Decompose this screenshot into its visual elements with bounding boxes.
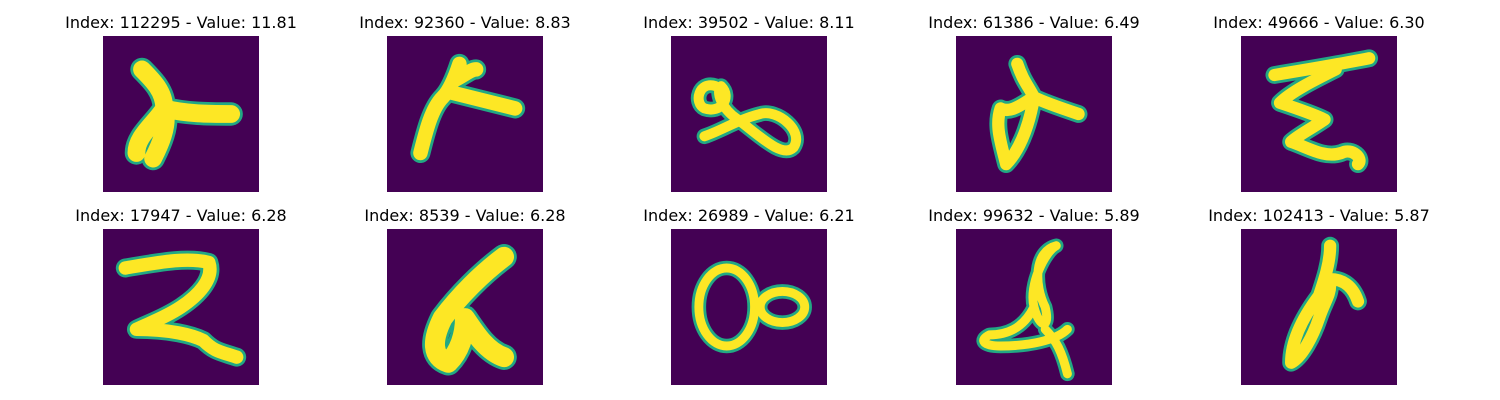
digit-image (956, 36, 1112, 192)
digit-image (671, 229, 827, 385)
digit-image (103, 36, 259, 192)
image-title: Index: 102413 - Value: 5.87 (1208, 206, 1430, 225)
digit-image (671, 36, 827, 192)
image-title: Index: 49666 - Value: 6.30 (1213, 13, 1425, 32)
digit-glyph (989, 54, 1088, 174)
digit-glyph (1282, 236, 1367, 372)
image-title: Index: 112295 - Value: 11.81 (65, 13, 297, 32)
image-tile-6: Index: 17947 - Value: 6.28 (61, 203, 301, 393)
image-tile-5: Index: 49666 - Value: 6.30 (1199, 10, 1439, 200)
image-title: Index: 92360 - Value: 8.83 (359, 13, 571, 32)
image-title: Index: 61386 - Value: 6.49 (928, 13, 1140, 32)
image-tile-1: Index: 112295 - Value: 11.81 (61, 10, 301, 200)
image-tile-8: Index: 26989 - Value: 6.21 (629, 203, 869, 393)
image-title: Index: 26989 - Value: 6.21 (643, 206, 855, 225)
digit-glyph (124, 57, 243, 171)
digit-image (387, 36, 543, 192)
digit-glyph (976, 238, 1075, 382)
image-title: Index: 39502 - Value: 8.11 (643, 13, 855, 32)
image-tile-2: Index: 92360 - Value: 8.83 (345, 10, 585, 200)
digit-image (387, 229, 543, 385)
image-tile-10: Index: 102413 - Value: 5.87 (1199, 203, 1439, 393)
image-title: Index: 17947 - Value: 6.28 (75, 206, 287, 225)
digit-image (103, 229, 259, 385)
image-title: Index: 8539 - Value: 6.28 (364, 206, 566, 225)
digit-glyph (1265, 49, 1379, 174)
digit-image (1241, 229, 1397, 385)
digit-glyph (115, 250, 247, 367)
digit-image (1241, 36, 1397, 192)
digit-glyph (422, 244, 517, 376)
digit-glyph (690, 77, 804, 159)
digit-image (956, 229, 1112, 385)
image-tile-4: Index: 61386 - Value: 6.49 (914, 10, 1154, 200)
image-tile-3: Index: 39502 - Value: 8.11 (629, 10, 869, 200)
image-tile-9: Index: 99632 - Value: 5.89 (914, 203, 1154, 393)
image-title: Index: 99632 - Value: 5.89 (928, 206, 1140, 225)
digit-glyph (691, 260, 812, 354)
image-tile-7: Index: 8539 - Value: 6.28 (345, 203, 585, 393)
digit-glyph (410, 53, 526, 164)
